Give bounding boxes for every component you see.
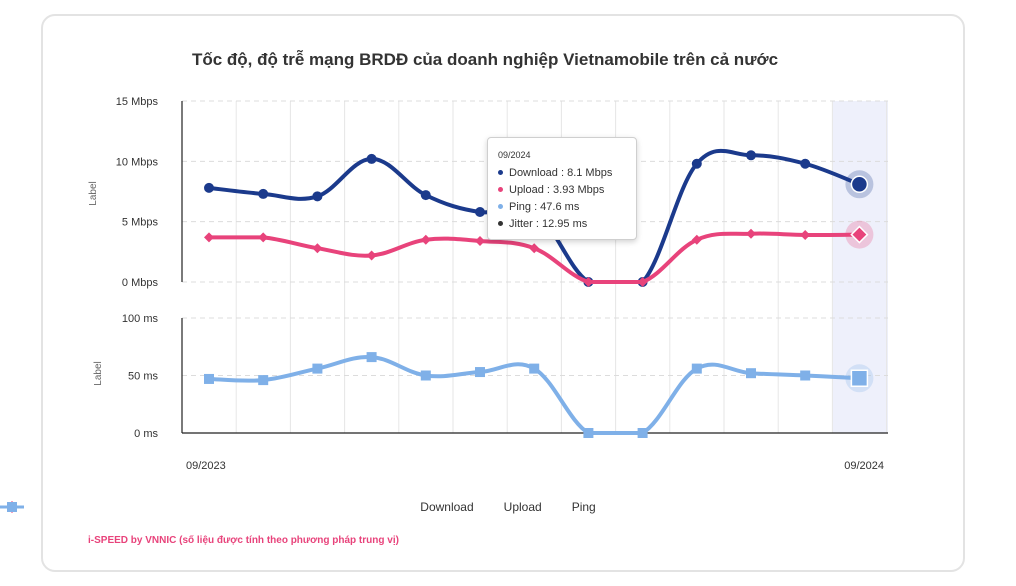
ping-point	[637, 428, 648, 438]
chart-legend: Download Upload Ping	[0, 500, 1016, 514]
upload-point	[366, 250, 377, 261]
download-point	[691, 158, 702, 169]
tooltip-row: Jitter : 12.95 ms	[498, 215, 626, 232]
y-tick-label: 50 ms	[128, 371, 158, 383]
chart-title: Tốc độ, độ trễ mạng BRDĐ của doanh nghiệ…	[191, 50, 779, 69]
ping-point	[850, 369, 869, 388]
y-axis-title: Label	[88, 181, 99, 205]
tooltip-series-dot	[498, 221, 503, 226]
upload-point	[583, 277, 594, 287]
tooltip-row-label: Upload : 3.93 Mbps	[509, 183, 605, 196]
tooltip-series-dot	[498, 204, 503, 209]
upload-series-line	[208, 231, 860, 284]
ping-point	[691, 363, 702, 374]
tooltip-row-label: Jitter : 12.95 ms	[509, 217, 588, 230]
upload-point	[637, 277, 648, 287]
download-point	[258, 188, 269, 199]
tooltip-series-dot	[498, 187, 503, 192]
download-point	[850, 175, 869, 194]
y-tick-label: 100 ms	[122, 313, 159, 325]
ping-point	[204, 373, 214, 384]
legend-item-ping[interactable]: Ping	[0, 500, 596, 514]
tooltip-row: Ping : 47.6 ms	[498, 198, 626, 215]
ping-point	[420, 370, 431, 381]
download-point	[800, 158, 811, 169]
x-tick-label: 09/2024	[844, 460, 884, 472]
tooltip-row-label: Download : 8.1 Mbps	[509, 166, 613, 179]
upload-point	[529, 243, 540, 254]
upload-point	[746, 228, 756, 239]
download-point	[746, 150, 756, 161]
download-point	[475, 207, 485, 218]
download-point	[312, 191, 323, 202]
tooltip-row: Download : 8.1 Mbps	[498, 164, 626, 181]
upload-point	[258, 232, 269, 243]
upload-point	[850, 225, 869, 244]
square-marker-icon	[0, 502, 24, 512]
y-tick-label: 10 Mbps	[116, 156, 159, 168]
legend-label: Ping	[571, 500, 596, 514]
chart-card	[41, 14, 965, 572]
ping-point	[312, 363, 323, 374]
legend-label: Upload	[503, 500, 542, 514]
download-point	[204, 182, 214, 193]
legend-item-upload[interactable]: Upload	[0, 500, 542, 514]
source-note: i-SPEED by VNNIC (số liệu được tính theo…	[88, 535, 399, 546]
upload-point	[204, 232, 214, 243]
x-tick-label: 09/2023	[186, 460, 226, 472]
ping-point	[475, 367, 485, 378]
tooltip-row: Upload : 3.93 Mbps	[498, 181, 626, 198]
ping-point	[366, 352, 377, 363]
chart-tooltip: 09/2024 Download : 8.1 Mbps Upload : 3.93…	[487, 137, 637, 240]
tooltip-row-label: Ping : 47.6 ms	[509, 200, 580, 213]
download-point	[420, 190, 431, 201]
upload-point	[312, 243, 323, 254]
y-axis-title: Label	[93, 361, 104, 385]
legend-label: Download	[420, 500, 474, 514]
upload-point	[800, 229, 811, 240]
y-tick-label: 15 Mbps	[116, 96, 159, 108]
upload-point	[420, 234, 431, 245]
y-tick-label: 0 Mbps	[122, 277, 159, 289]
ping-point	[746, 368, 756, 379]
tooltip-series-dot	[498, 170, 503, 175]
upload-point	[691, 234, 702, 245]
y-tick-label: 0 ms	[134, 428, 158, 440]
y-tick-label: 5 Mbps	[122, 217, 159, 229]
legend-item-download[interactable]: Download	[0, 500, 474, 514]
ping-point	[258, 375, 269, 386]
upload-point	[475, 235, 485, 246]
ping-point	[529, 363, 540, 374]
download-point	[366, 153, 377, 164]
ping-point	[583, 428, 594, 438]
tooltip-date: 09/2024	[498, 150, 531, 160]
ping-point	[800, 370, 811, 381]
